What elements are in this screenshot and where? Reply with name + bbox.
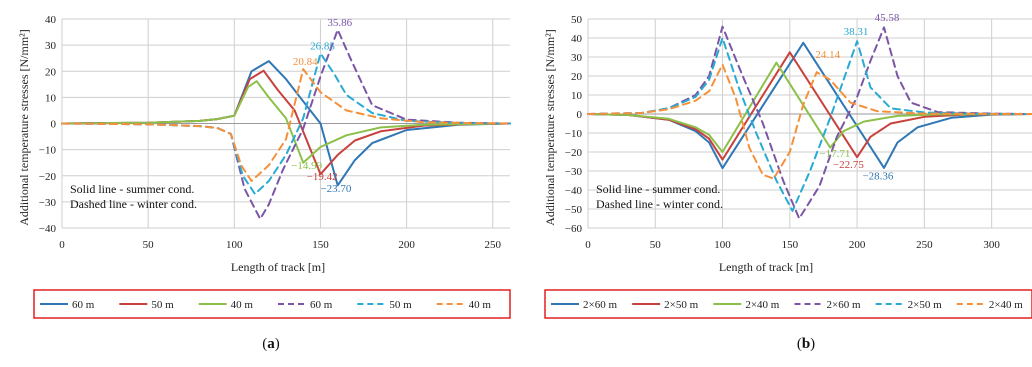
chart-panel-b: −60 −50 −40 −30 −20 −10 0 10 20 30 40 50 0 50 100 150 20… [543, 12, 1032, 352]
series-line-cyan-dashed [587, 37, 1032, 212]
legend-entry: 40 m [469, 299, 492, 311]
legend-entry: 60 m [72, 299, 95, 311]
series-line-green-solid [587, 61, 1032, 153]
y-tick-label: 40 [45, 14, 57, 26]
y-tick-label: 30 [571, 52, 583, 64]
y-axis-title: Additional temperature stresses [N/mm²] [17, 29, 31, 226]
condition-note: Solid line - summer cond. [70, 182, 194, 196]
data-label: −23.70 [320, 183, 351, 195]
legend-entry: 2×50 m [664, 299, 698, 311]
legend-entry: 2×40 m [745, 299, 779, 311]
series-line-red-solid [587, 51, 1032, 161]
data-label: −14.99 [291, 160, 322, 172]
x-tick-label: 200 [398, 239, 415, 251]
data-label: 45.58 [875, 12, 900, 24]
y-tick-label: 0 [577, 109, 583, 121]
data-label: −22.75 [833, 159, 864, 171]
x-tick-label: 0 [585, 239, 591, 251]
y-tick-label: −40 [565, 185, 583, 197]
legend-entry: 40 m [231, 299, 254, 311]
series-line-blue-solid [587, 41, 1032, 170]
y-axis-title: Additional temperature stresses [N/mm²] [543, 29, 557, 226]
series-line-green-solid [61, 80, 511, 164]
y-tick-label: −40 [39, 223, 57, 235]
series-line-orange-dashed [587, 63, 1032, 180]
y-tick-label: −20 [565, 147, 583, 159]
x-tick-label: 50 [143, 239, 155, 251]
y-tick-label: 50 [571, 14, 583, 26]
data-label: 24.14 [815, 49, 840, 61]
y-tick-label: −50 [565, 204, 583, 216]
legend: 60 m 50 m 40 m 60 m 50 m 40 m [33, 289, 511, 319]
legend-entry: 2×60 m [827, 299, 861, 311]
condition-note: Dashed line - winter cond. [596, 197, 723, 211]
x-tick-label: 250 [485, 239, 502, 251]
legend-entry: 50 m [151, 299, 174, 311]
data-label: −17.71 [819, 148, 850, 160]
y-tick-label: 30 [45, 40, 57, 52]
x-tick-label: 100 [226, 239, 243, 251]
x-axis-title: Length of track [m] [719, 260, 813, 274]
x-axis-title: Length of track [m] [231, 260, 325, 274]
y-tick-label: −60 [565, 223, 583, 235]
y-tick-label: 0 [51, 119, 57, 131]
x-tick-label: 200 [849, 239, 866, 251]
legend-entry: 50 m [389, 299, 412, 311]
y-tick-label: −20 [39, 171, 57, 183]
legend-box [33, 289, 511, 319]
y-tick-label: −10 [39, 145, 57, 157]
series-line-purple-dashed [587, 25, 1032, 220]
y-tick-label: 10 [45, 92, 57, 104]
x-tick-label: 250 [916, 239, 933, 251]
series-line-orange-dashed [61, 68, 511, 182]
condition-note: Solid line - summer cond. [596, 182, 720, 196]
data-label: 26.85 [310, 40, 335, 52]
data-label: −19.42 [307, 171, 338, 183]
chart-panel-a: −40 −30 −20 −10 0 10 20 30 40 0 50 100 150 200 250 Leng… [17, 14, 511, 352]
panel-label: (b) [797, 336, 815, 352]
y-tick-label: −30 [565, 166, 583, 178]
legend-entry: 2×60 m [583, 299, 617, 311]
x-tick-label: 150 [312, 239, 329, 251]
y-tick-label: −30 [39, 197, 57, 209]
data-label: 38.31 [844, 26, 869, 38]
y-tick-label: −10 [565, 128, 583, 140]
data-label: 20.84 [293, 56, 318, 68]
y-tick-label: 20 [45, 66, 57, 78]
legend-entry: 2×50 m [908, 299, 942, 311]
legend: 2×60 m 2×50 m 2×40 m 2×60 m 2×50 m 2×40 m [544, 289, 1032, 319]
x-tick-label: 150 [782, 239, 799, 251]
data-label: −28.36 [862, 171, 893, 183]
x-tick-label: 100 [714, 239, 731, 251]
y-tick-label: 20 [571, 71, 583, 83]
y-tick-label: 10 [571, 90, 583, 102]
legend-entry: 2×40 m [989, 299, 1023, 311]
data-label: 35.86 [327, 17, 352, 29]
legend-box [544, 289, 1032, 319]
panel-label: (a) [262, 336, 280, 352]
legend-entry: 60 m [310, 299, 333, 311]
x-tick-label: 300 [983, 239, 1000, 251]
condition-note: Dashed line - winter cond. [70, 197, 197, 211]
x-tick-label: 0 [59, 239, 65, 251]
y-tick-label: 40 [571, 33, 583, 45]
x-tick-label: 50 [650, 239, 662, 251]
